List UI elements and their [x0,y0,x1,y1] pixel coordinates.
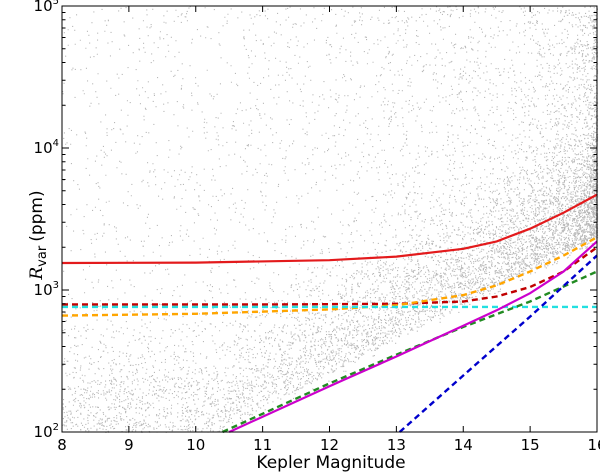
y-axis-subscript: var [35,245,50,267]
scatter-point-cloud [62,6,599,434]
x-tick-label-14: 14 [454,436,473,454]
x-tick-label-9: 9 [124,436,134,454]
y-axis-unit: (ppm) [27,190,47,241]
x-tick-label-12: 12 [320,436,339,454]
scatter-points [62,6,599,434]
x-tick-label-10: 10 [186,436,205,454]
x-tick-labels: 8 9 10 11 12 13 14 15 16 [57,436,600,454]
y-tick-label-10000: 104 [34,138,59,157]
curve-2 [61,236,598,317]
axis-ticks [61,5,598,433]
y-axis-label: Rvar (ppm) [27,190,50,280]
y-axis-symbol: R [27,267,47,281]
y-tick-labels: 102 103 104 105 [34,0,59,441]
x-tick-label-11: 11 [253,436,272,454]
x-tick-label-8: 8 [57,436,67,454]
x-tick-label-13: 13 [387,436,406,454]
x-tick-label-16: 16 [587,436,600,454]
x-axis-label: Kepler Magnitude [256,453,405,473]
model-curves [61,193,598,434]
y-tick-label-1000: 103 [34,280,59,299]
curve-0 [61,193,598,265]
x-tick-label-15: 15 [521,436,540,454]
curve-6 [228,240,598,434]
y-tick-label-100000: 105 [34,0,59,15]
curve-4 [222,270,598,434]
y-tick-label-100: 102 [34,422,59,441]
curve-5 [398,254,598,433]
